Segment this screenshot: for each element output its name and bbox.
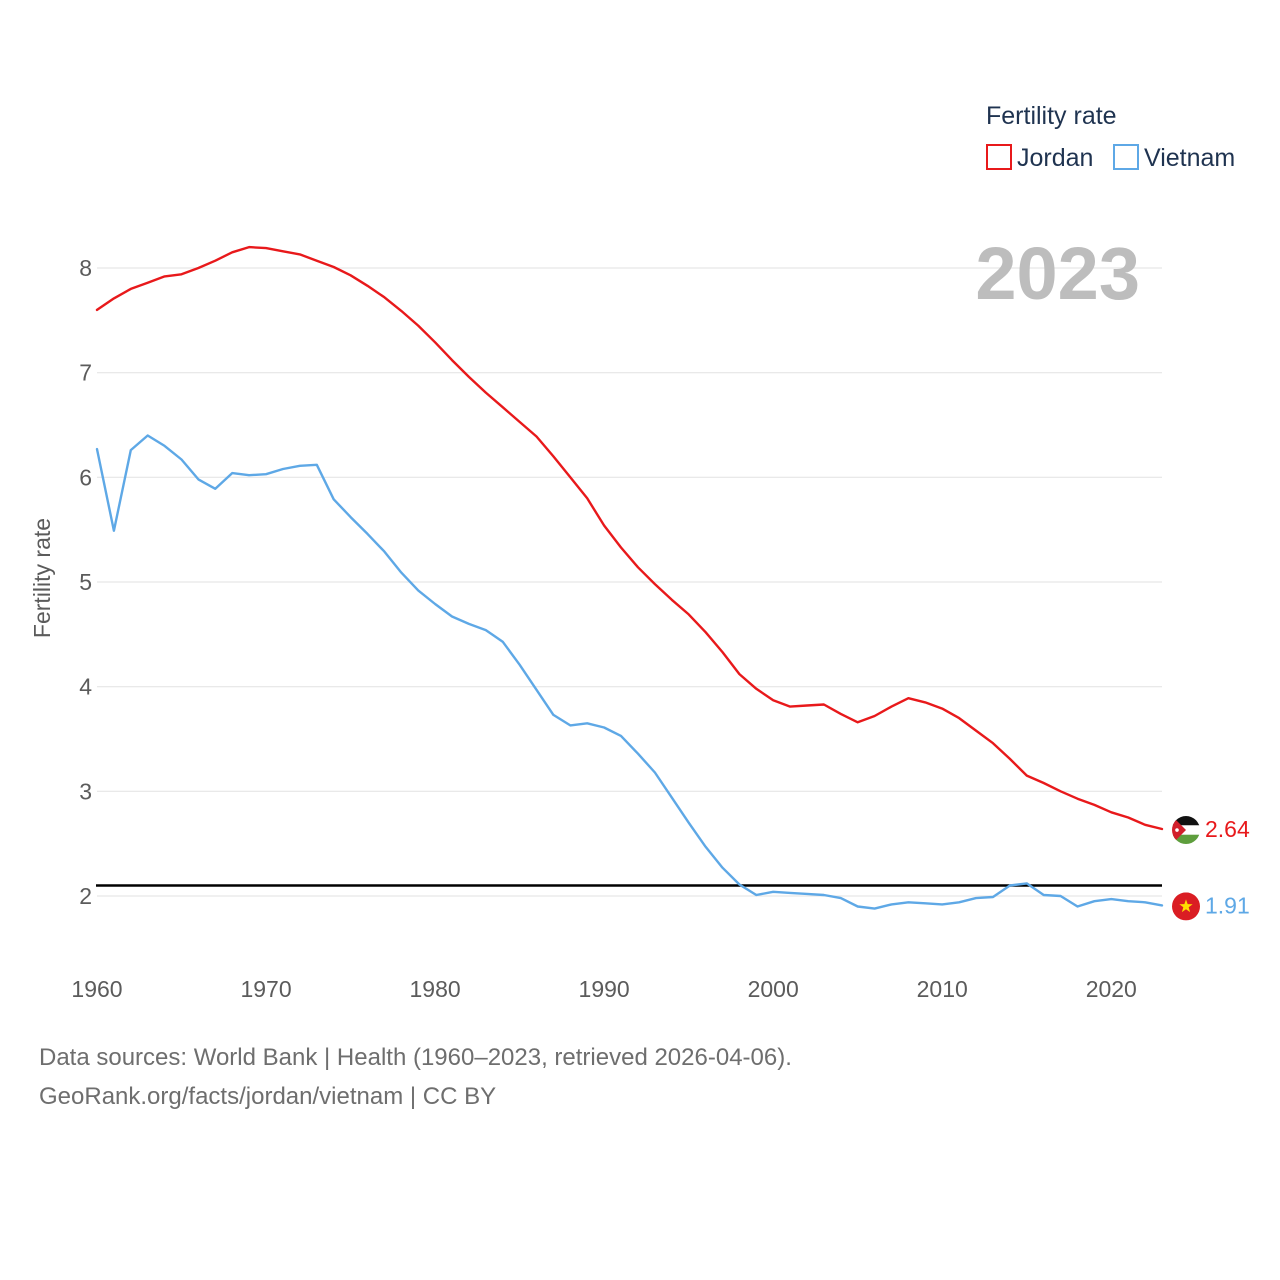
legend-title: Fertility rate	[986, 102, 1117, 130]
x-tick-label-2020: 2020	[1086, 976, 1137, 1002]
x-tick-label-1970: 1970	[240, 976, 291, 1002]
legend-label-vietnam: Vietnam	[1144, 144, 1235, 172]
y-tick-label-7: 7	[79, 360, 92, 386]
legend-label-jordan: Jordan	[1017, 144, 1093, 172]
y-tick-label-6: 6	[79, 464, 92, 490]
x-tick-label-1960: 1960	[71, 976, 122, 1002]
vietnam-end-value: 1.91	[1205, 892, 1250, 918]
series-line-vietnam	[95, 434, 1164, 910]
legend-swatch-jordan	[986, 144, 1012, 170]
y-tick-label-8: 8	[79, 255, 92, 281]
series-lines	[95, 245, 1164, 910]
x-tick-label-1980: 1980	[410, 976, 461, 1002]
legend-item-jordan[interactable]: Jordan	[986, 144, 1093, 172]
legend: Fertility rate Jordan Vietnam	[986, 102, 1235, 172]
jordan-end-value: 2.64	[1205, 816, 1250, 842]
y-axis-ticks: 2 3 4 5 6 7 8	[79, 255, 92, 909]
x-axis-ticks: 1960 1970 1980 1990 2000 2010 2020	[71, 976, 1136, 1002]
x-tick-label-1990: 1990	[579, 976, 630, 1002]
vietnam-flag-icon	[1172, 892, 1200, 921]
attribution-note: GeoRank.org/facts/jordan/vietnam | CC BY	[39, 1083, 497, 1110]
x-tick-label-2010: 2010	[917, 976, 968, 1002]
y-tick-label-2: 2	[79, 883, 92, 909]
legend-item-vietnam[interactable]: Vietnam	[1113, 144, 1235, 172]
y-tick-label-4: 4	[79, 674, 92, 700]
y-tick-label-5: 5	[79, 569, 92, 595]
grid-lines	[97, 267, 1162, 897]
x-tick-label-2000: 2000	[748, 976, 799, 1002]
y-tick-label-3: 3	[79, 778, 92, 804]
current-year-label: 2023	[975, 232, 1140, 315]
data-source-note: Data sources: World Bank | Health (1960–…	[39, 1044, 792, 1071]
legend-swatch-vietnam	[1113, 144, 1139, 170]
jordan-flag-icon	[1172, 816, 1200, 845]
series-line-jordan	[95, 245, 1164, 831]
y-axis-title: Fertility rate	[29, 518, 55, 638]
